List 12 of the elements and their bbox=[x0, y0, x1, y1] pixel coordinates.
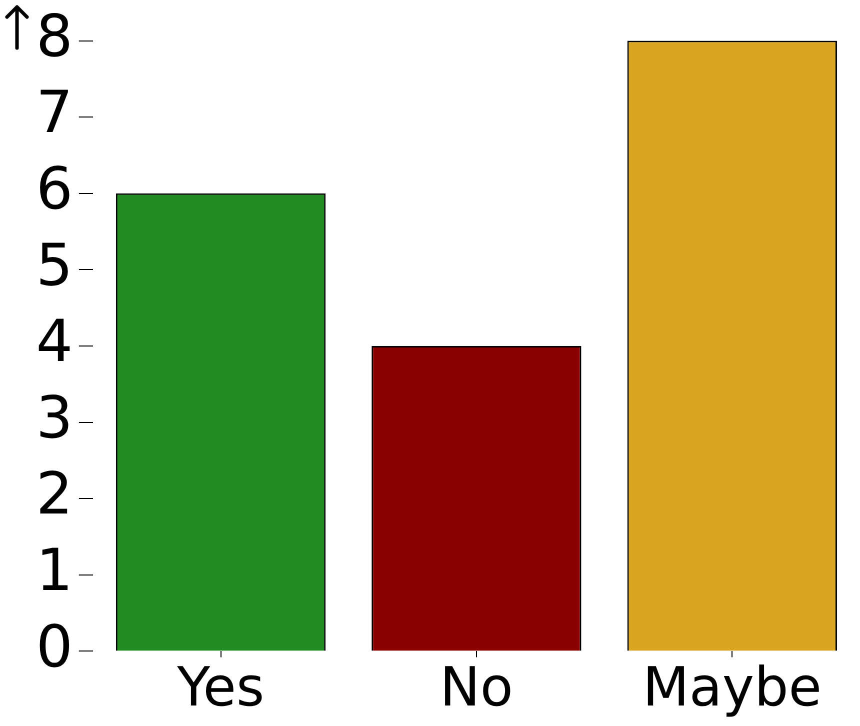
y-tick-label: 2 bbox=[36, 460, 73, 528]
y-tick-label: 8 bbox=[36, 2, 73, 70]
y-tick-label: 1 bbox=[36, 536, 73, 604]
x-tick-label: Maybe bbox=[642, 656, 822, 719]
y-tick-label: 0 bbox=[36, 612, 73, 680]
y-tick-label: 6 bbox=[36, 154, 73, 222]
y-tick-label: 5 bbox=[36, 230, 73, 299]
y-tick-label: 7 bbox=[36, 78, 73, 146]
y-tick-label: 3 bbox=[36, 383, 73, 452]
y-tick-label: 4 bbox=[36, 307, 73, 376]
x-tick-label: Yes bbox=[176, 656, 264, 719]
x-tick-label: No bbox=[440, 656, 514, 719]
